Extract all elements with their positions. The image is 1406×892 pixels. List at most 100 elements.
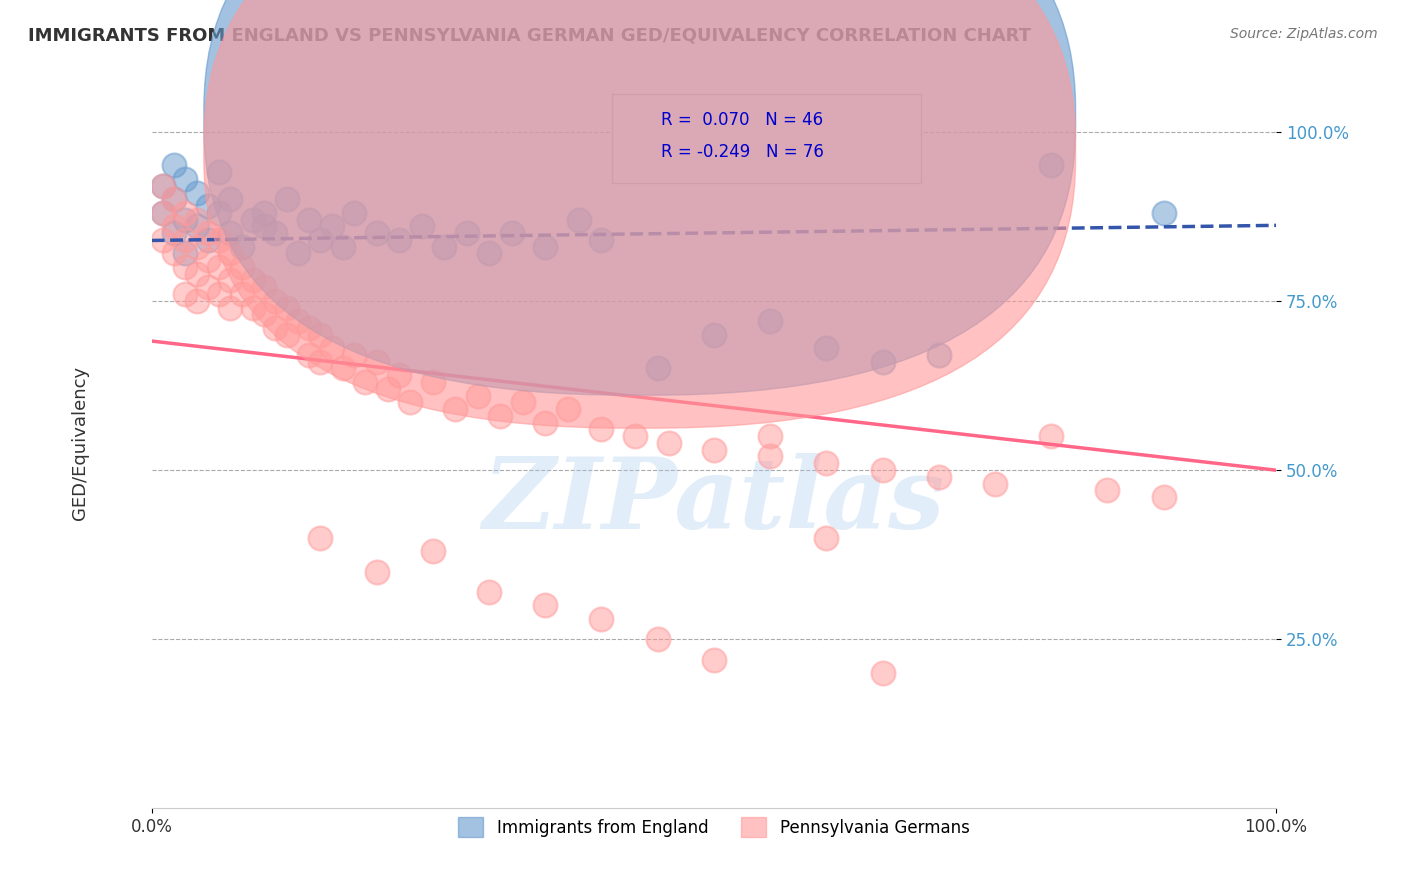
Point bbox=[658, 436, 681, 450]
Point bbox=[703, 442, 725, 457]
Point bbox=[298, 348, 321, 362]
Point bbox=[152, 233, 174, 247]
Point bbox=[163, 158, 186, 172]
Point bbox=[366, 226, 388, 240]
Point bbox=[309, 233, 332, 247]
Point bbox=[534, 240, 557, 254]
Point bbox=[759, 450, 782, 464]
Point bbox=[231, 240, 253, 254]
Point bbox=[309, 355, 332, 369]
Point bbox=[501, 226, 523, 240]
Point bbox=[264, 321, 287, 335]
Point bbox=[647, 361, 669, 376]
Point bbox=[152, 178, 174, 193]
Point bbox=[242, 212, 264, 227]
Point bbox=[1097, 483, 1119, 498]
Point bbox=[568, 212, 591, 227]
Point bbox=[928, 348, 950, 362]
Point bbox=[253, 307, 276, 321]
Point bbox=[242, 301, 264, 315]
Text: R =  0.070   N = 46: R = 0.070 N = 46 bbox=[661, 112, 823, 129]
Point bbox=[354, 375, 377, 389]
Point bbox=[287, 314, 309, 328]
Point bbox=[478, 246, 501, 260]
Point bbox=[309, 531, 332, 545]
Point bbox=[478, 585, 501, 599]
Point bbox=[253, 280, 276, 294]
Point bbox=[534, 416, 557, 430]
Point bbox=[287, 246, 309, 260]
Point bbox=[197, 280, 219, 294]
Point bbox=[399, 395, 422, 409]
Point bbox=[186, 186, 208, 200]
Point bbox=[219, 246, 242, 260]
Point bbox=[321, 219, 343, 234]
Point bbox=[388, 368, 411, 383]
Point bbox=[242, 273, 264, 287]
Point bbox=[197, 226, 219, 240]
Point bbox=[489, 409, 512, 423]
Point bbox=[163, 246, 186, 260]
Y-axis label: GED/Equivalency: GED/Equivalency bbox=[72, 366, 89, 520]
Point bbox=[332, 240, 354, 254]
Point bbox=[208, 206, 231, 220]
Point bbox=[197, 233, 219, 247]
Point bbox=[174, 287, 197, 301]
Text: IMMIGRANTS FROM ENGLAND VS PENNSYLVANIA GERMAN GED/EQUIVALENCY CORRELATION CHART: IMMIGRANTS FROM ENGLAND VS PENNSYLVANIA … bbox=[28, 27, 1031, 45]
Point bbox=[231, 260, 253, 274]
Point bbox=[264, 293, 287, 308]
Point bbox=[759, 314, 782, 328]
Point bbox=[163, 192, 186, 206]
Point bbox=[197, 253, 219, 268]
Point bbox=[422, 375, 444, 389]
Point bbox=[208, 165, 231, 179]
Point bbox=[332, 361, 354, 376]
Point bbox=[1040, 429, 1063, 443]
Point bbox=[163, 226, 186, 240]
Point bbox=[591, 612, 613, 626]
Point bbox=[276, 192, 298, 206]
Point bbox=[422, 544, 444, 558]
Point bbox=[152, 206, 174, 220]
Text: ZIPatlas: ZIPatlas bbox=[482, 453, 945, 549]
Point bbox=[174, 206, 197, 220]
Point bbox=[456, 226, 478, 240]
Point bbox=[1153, 206, 1175, 220]
Point bbox=[1040, 158, 1063, 172]
Point bbox=[208, 287, 231, 301]
Point bbox=[321, 341, 343, 355]
Point bbox=[208, 233, 231, 247]
Point bbox=[928, 470, 950, 484]
Point bbox=[276, 327, 298, 342]
Point bbox=[174, 246, 197, 260]
Point bbox=[253, 219, 276, 234]
Point bbox=[343, 206, 366, 220]
Point bbox=[276, 301, 298, 315]
Point bbox=[591, 233, 613, 247]
Point bbox=[444, 402, 467, 417]
Point bbox=[186, 267, 208, 281]
Legend: Immigrants from England, Pennsylvania Germans: Immigrants from England, Pennsylvania Ge… bbox=[451, 810, 976, 844]
Point bbox=[815, 531, 838, 545]
Point bbox=[647, 632, 669, 647]
Point bbox=[759, 429, 782, 443]
Point bbox=[219, 226, 242, 240]
Point bbox=[174, 233, 197, 247]
Point bbox=[219, 273, 242, 287]
Point bbox=[815, 456, 838, 470]
Point bbox=[186, 293, 208, 308]
Point bbox=[872, 463, 894, 477]
Point bbox=[343, 348, 366, 362]
Point bbox=[703, 327, 725, 342]
Point bbox=[872, 666, 894, 681]
Point bbox=[174, 172, 197, 186]
Text: R = -0.249   N = 76: R = -0.249 N = 76 bbox=[661, 143, 824, 161]
Point bbox=[163, 192, 186, 206]
Point bbox=[411, 219, 433, 234]
Point bbox=[534, 599, 557, 613]
Point bbox=[219, 192, 242, 206]
Point bbox=[253, 206, 276, 220]
Point bbox=[163, 219, 186, 234]
Point bbox=[557, 402, 579, 417]
Point bbox=[264, 226, 287, 240]
